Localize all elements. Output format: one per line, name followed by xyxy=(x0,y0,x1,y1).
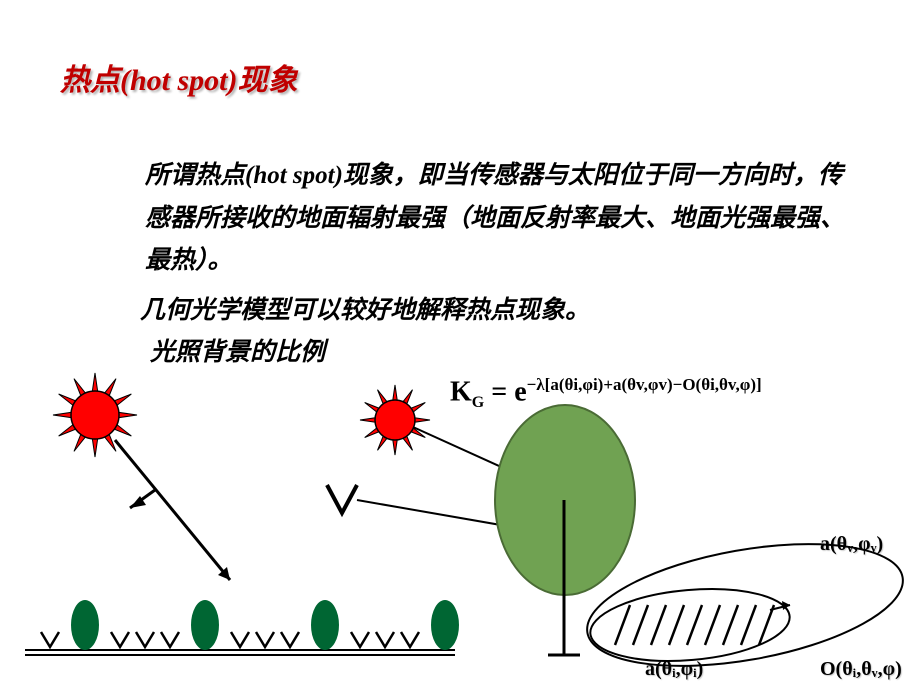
label-av: a(θᵥ,φᵥ) xyxy=(820,533,883,555)
paragraph-definition: 所谓热点(hot spot)现象，即当传感器与太阳位于同一方向时，传感器所接收的… xyxy=(145,155,865,283)
sun-center-icon xyxy=(360,385,430,455)
shrubs xyxy=(71,600,459,650)
label-ai: a(θᵢ,φᵢ) xyxy=(645,658,703,680)
hotspot-diagram: a(θᵥ,φᵥ) a(θᵢ,φᵢ) O(θᵢ,θᵥ,φ) xyxy=(0,350,920,690)
sun-ray-arrow xyxy=(115,440,230,580)
pointer-line xyxy=(357,500,518,528)
ground-line xyxy=(25,650,455,655)
sun-left-icon xyxy=(53,373,137,457)
label-o: O(θᵢ,θᵥ,φ) xyxy=(820,658,902,680)
sensor-icon xyxy=(327,485,357,513)
tree-icon xyxy=(495,405,635,655)
paragraph-model: 几何光学模型可以较好地解释热点现象。 xyxy=(140,290,860,333)
page-title: 热点(hot spot)现象 xyxy=(60,55,298,99)
